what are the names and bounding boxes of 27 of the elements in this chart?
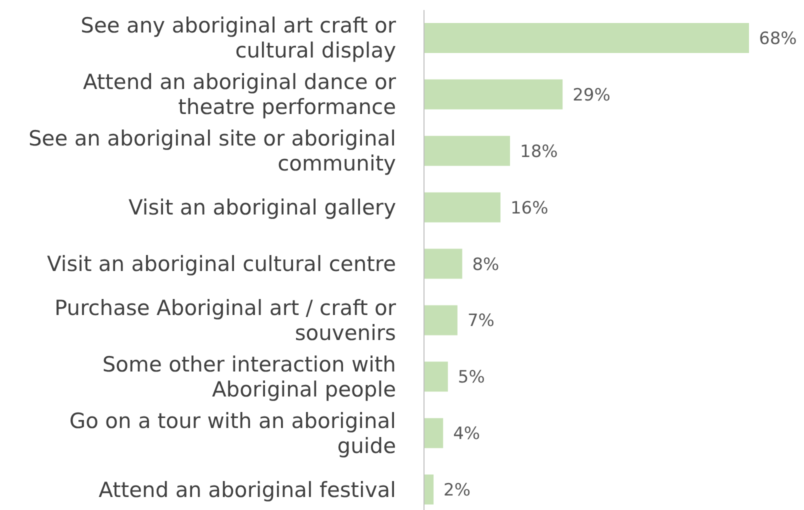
y-tick-label: Visit an aboriginal gallery	[128, 196, 396, 220]
bar	[424, 79, 563, 110]
y-tick-label: Purchase Aboriginal art / craft or souvenirs	[54, 296, 396, 345]
data-label: 5%	[458, 368, 485, 388]
y-tick-label: See an aboriginal site or aboriginal community	[28, 126, 396, 176]
data-label: 7%	[467, 311, 494, 332]
data-label: 18%	[520, 142, 558, 162]
bar	[424, 248, 462, 279]
bar	[424, 192, 500, 222]
data-label: 16%	[510, 198, 548, 218]
bar	[424, 305, 458, 336]
y-tick-label: Some other interaction with Aboriginal people	[102, 352, 396, 402]
y-tick-label: Attend an aboriginal festival	[98, 478, 396, 502]
bar	[424, 418, 444, 448]
y-tick-label: Visit an aboriginal cultural centre	[47, 252, 396, 276]
data-label: 29%	[572, 85, 610, 106]
y-tick-label: Attend an aboriginal dance or theatre performance	[82, 70, 396, 120]
y-tick-label: See any aboriginal art craft or cultural display	[80, 14, 396, 63]
bar	[424, 22, 749, 53]
data-label: 68%	[759, 29, 797, 50]
bar	[424, 136, 510, 166]
data-label: 4%	[453, 424, 480, 444]
data-label: 2%	[444, 480, 471, 501]
bar	[424, 362, 448, 392]
y-tick-label: Go on a tour with an aboriginal guide	[69, 408, 396, 458]
data-label: 8%	[472, 254, 500, 275]
bar	[424, 474, 434, 505]
